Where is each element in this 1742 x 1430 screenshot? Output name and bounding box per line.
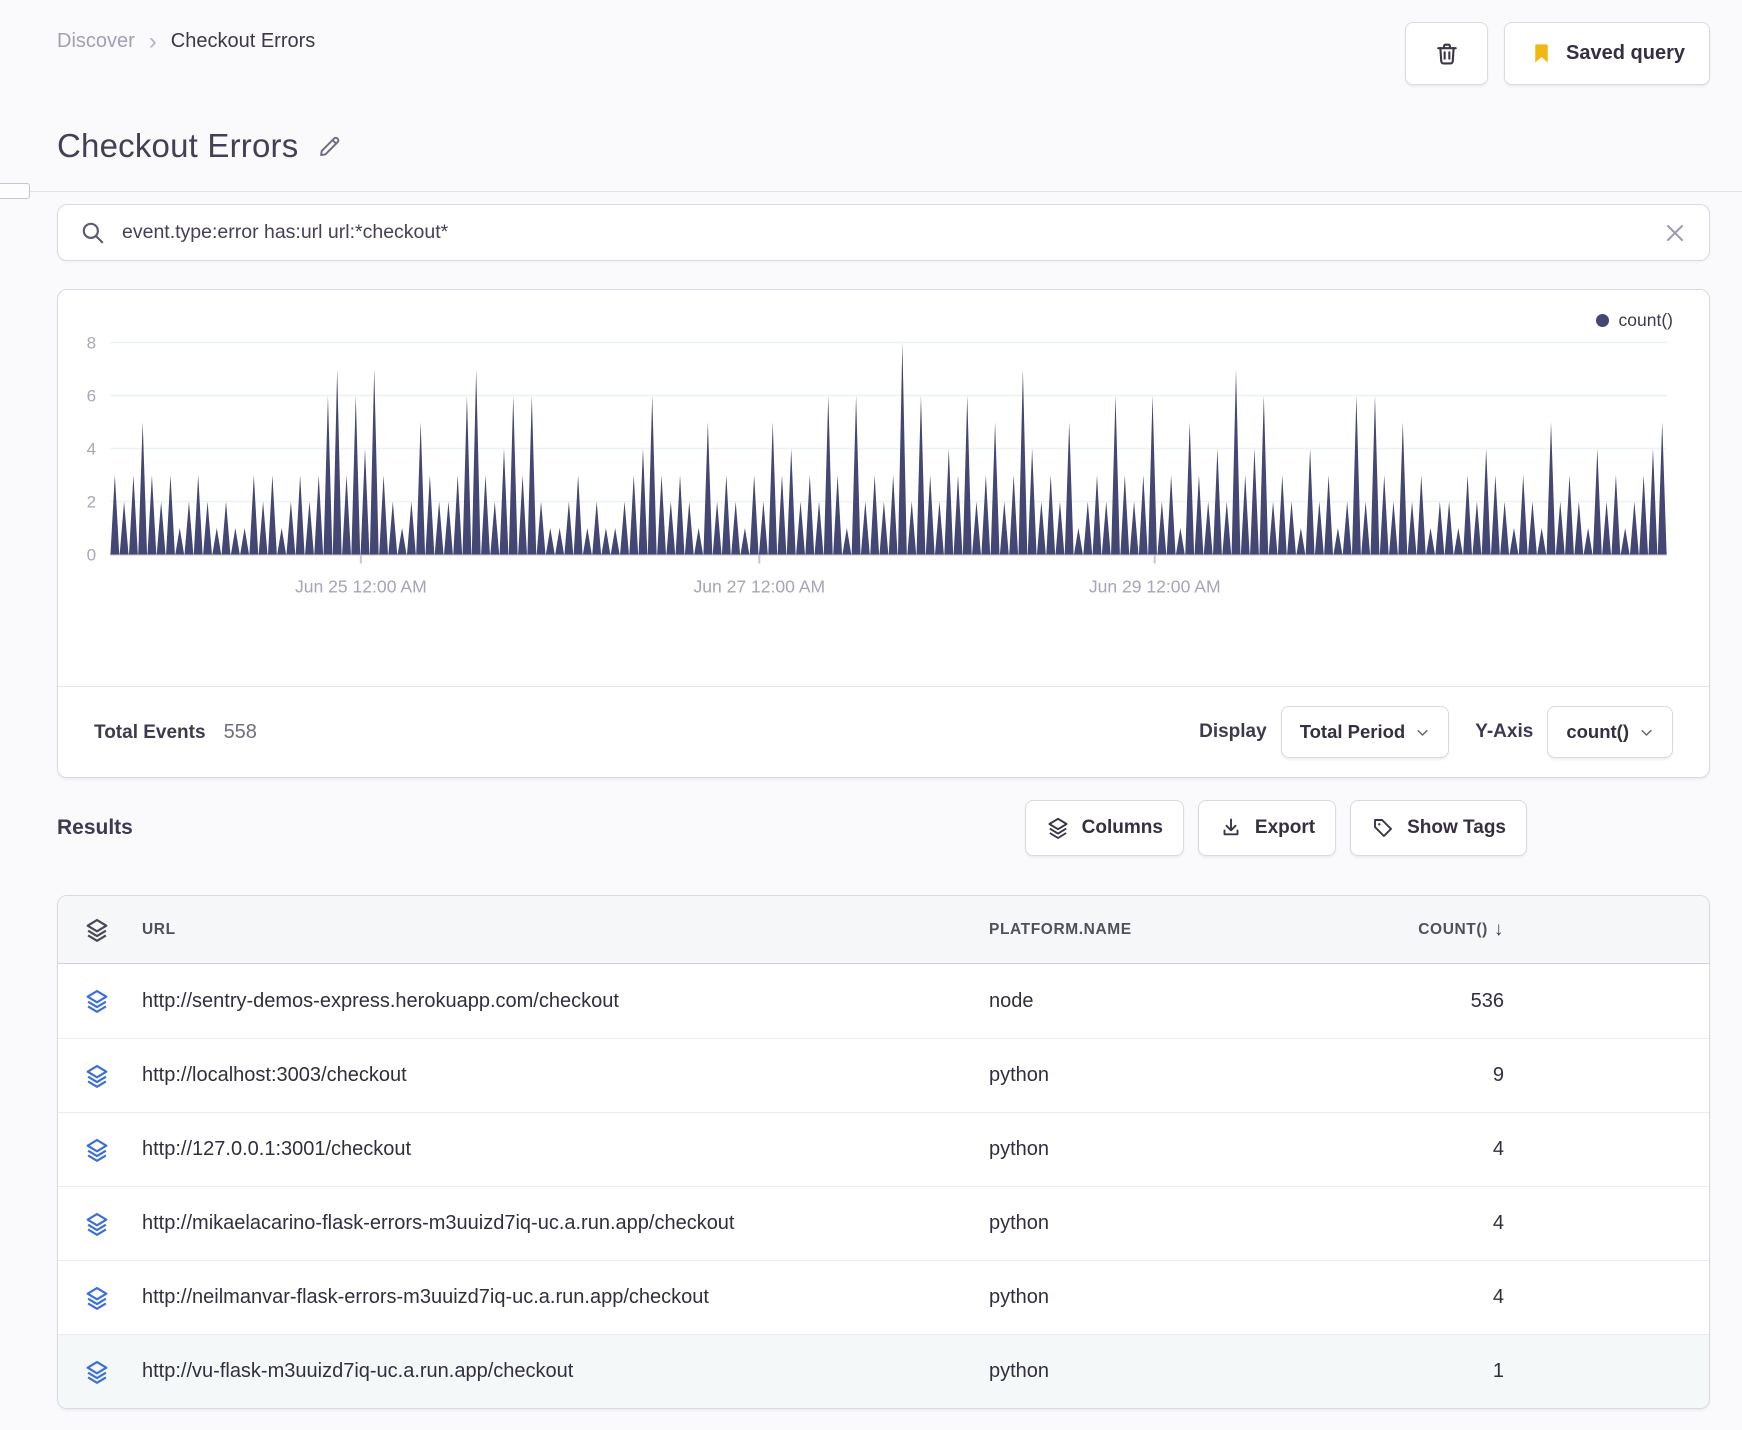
url-cell: http://vu-flask-m3uuizd7iq-uc.a.run.app/… bbox=[142, 1360, 574, 1382]
svg-text:6: 6 bbox=[87, 387, 96, 406]
svg-text:4: 4 bbox=[87, 440, 96, 459]
svg-text:Jun 29 12:00 AM: Jun 29 12:00 AM bbox=[1089, 577, 1221, 597]
chevron-down-icon bbox=[1415, 725, 1430, 740]
table-row[interactable]: http://localhost:3003/checkout python 9 bbox=[58, 1038, 1709, 1112]
url-cell: http://neilmanvar-flask-errors-m3uuizd7i… bbox=[142, 1286, 709, 1308]
results-table: URL PLATFORM.NAME COUNT() ↓ http://sentr… bbox=[57, 895, 1710, 1409]
stack-icon[interactable] bbox=[84, 1211, 110, 1237]
legend-label: count() bbox=[1618, 310, 1673, 330]
search-input[interactable]: event.type:error has:url url:*checkout* bbox=[122, 221, 449, 243]
count-header-label: COUNT() bbox=[1418, 920, 1488, 938]
stack-icon[interactable] bbox=[84, 1285, 110, 1311]
svg-text:Jun 25 12:00 AM: Jun 25 12:00 AM bbox=[295, 577, 427, 597]
count-cell: 9 bbox=[1492, 1064, 1504, 1086]
count-cell: 4 bbox=[1492, 1212, 1504, 1234]
saved-query-label: Saved query bbox=[1566, 42, 1685, 64]
display-label: Display bbox=[1199, 721, 1267, 742]
download-icon bbox=[1219, 816, 1243, 840]
platform-cell: python bbox=[989, 1064, 1050, 1086]
platform-cell: python bbox=[989, 1360, 1050, 1382]
column-header-url[interactable]: URL bbox=[142, 920, 176, 938]
header-divider bbox=[0, 183, 1742, 199]
platform-cell: python bbox=[989, 1138, 1050, 1160]
stack-icon[interactable] bbox=[84, 1137, 110, 1163]
count-cell: 4 bbox=[1492, 1138, 1504, 1160]
table-row[interactable]: http://vu-flask-m3uuizd7iq-uc.a.run.app/… bbox=[58, 1334, 1709, 1408]
breadcrumb-discover-link[interactable]: Discover bbox=[57, 30, 135, 52]
column-header-count[interactable]: COUNT() ↓ bbox=[1319, 919, 1709, 941]
display-value: Total Period bbox=[1299, 721, 1406, 742]
panel-collapse-handle[interactable] bbox=[0, 183, 30, 199]
search-bar[interactable]: event.type:error has:url url:*checkout* bbox=[57, 204, 1710, 261]
count-cell: 4 bbox=[1492, 1286, 1504, 1308]
layers-icon bbox=[1046, 816, 1070, 840]
table-header-row: URL PLATFORM.NAME COUNT() ↓ bbox=[58, 896, 1709, 964]
search-icon bbox=[80, 220, 106, 246]
stack-icon[interactable] bbox=[84, 1063, 110, 1089]
count-cell: 536 bbox=[1470, 989, 1504, 1012]
svg-text:Jun 27 12:00 AM: Jun 27 12:00 AM bbox=[693, 577, 825, 597]
url-cell: http://mikaelacarino-flask-errors-m3uuiz… bbox=[142, 1212, 735, 1234]
svg-text:8: 8 bbox=[87, 334, 96, 353]
yaxis-select[interactable]: count() bbox=[1547, 706, 1673, 758]
bookmark-icon bbox=[1529, 41, 1554, 66]
columns-button[interactable]: Columns bbox=[1024, 800, 1184, 856]
chevron-down-icon bbox=[1639, 725, 1654, 740]
columns-label: Columns bbox=[1081, 817, 1163, 838]
table-body: http://sentry-demos-express.herokuapp.co… bbox=[58, 964, 1709, 1408]
display-select[interactable]: Total Period bbox=[1280, 706, 1450, 758]
platform-cell: python bbox=[989, 1286, 1050, 1308]
legend-dot-icon bbox=[1595, 314, 1609, 327]
events-area-chart[interactable]: 0 2 4 6 8 Jun 25 12:00 AM Jun 27 12:00 AM Jun 2… bbox=[58, 290, 1709, 686]
results-actions: Columns Export Show Tags bbox=[1024, 800, 1527, 856]
stack-icon[interactable] bbox=[84, 917, 110, 943]
table-row[interactable]: http://127.0.0.1:3001/checkout python 4 bbox=[58, 1112, 1709, 1186]
trash-icon bbox=[1433, 40, 1461, 68]
sort-desc-icon: ↓ bbox=[1493, 918, 1504, 940]
show-tags-button[interactable]: Show Tags bbox=[1350, 800, 1527, 856]
total-events: Total Events 558 bbox=[94, 721, 257, 744]
total-events-label: Total Events bbox=[94, 721, 206, 743]
breadcrumb: Discover › Checkout Errors bbox=[57, 22, 315, 53]
stack-icon[interactable] bbox=[84, 988, 110, 1014]
yaxis-label: Y-Axis bbox=[1475, 721, 1534, 742]
page-title: Checkout Errors bbox=[57, 127, 299, 164]
breadcrumb-current: Checkout Errors bbox=[170, 30, 316, 52]
column-header-platform[interactable]: PLATFORM.NAME bbox=[989, 920, 1132, 938]
topbar: Discover › Checkout Errors bbox=[57, 0, 1710, 85]
chart-legend[interactable]: count() bbox=[1595, 310, 1673, 331]
chevron-right-icon: › bbox=[148, 27, 157, 55]
tag-icon bbox=[1371, 816, 1395, 840]
platform-cell: node bbox=[989, 989, 1034, 1012]
table-row[interactable]: http://sentry-demos-express.herokuapp.co… bbox=[58, 964, 1709, 1038]
count-cell: 1 bbox=[1492, 1360, 1504, 1382]
svg-text:0: 0 bbox=[87, 546, 96, 565]
export-button[interactable]: Export bbox=[1197, 800, 1337, 856]
clear-search-icon[interactable] bbox=[1663, 221, 1687, 245]
edit-title-icon[interactable] bbox=[316, 133, 343, 160]
saved-query-button[interactable]: Saved query bbox=[1504, 22, 1710, 85]
svg-text:2: 2 bbox=[87, 493, 96, 512]
url-cell: http://127.0.0.1:3001/checkout bbox=[142, 1138, 412, 1160]
url-cell: http://localhost:3003/checkout bbox=[142, 1064, 407, 1086]
events-chart-panel: count() 0 2 4 6 8 Jun 25 12:00 AM Jun 27 12:00… bbox=[57, 289, 1710, 778]
table-row[interactable]: http://mikaelacarino-flask-errors-m3uuiz… bbox=[58, 1186, 1709, 1260]
total-events-value: 558 bbox=[223, 720, 257, 743]
results-heading: Results bbox=[57, 816, 133, 839]
table-row[interactable]: http://neilmanvar-flask-errors-m3uuizd7i… bbox=[58, 1260, 1709, 1334]
yaxis-value: count() bbox=[1566, 721, 1629, 742]
url-cell: http://sentry-demos-express.herokuapp.co… bbox=[142, 989, 619, 1012]
count-series-area[interactable] bbox=[110, 342, 1667, 555]
chart-footer: Total Events 558 Display Total Period Y-… bbox=[58, 686, 1709, 777]
export-label: Export bbox=[1254, 817, 1316, 838]
stack-icon[interactable] bbox=[84, 1359, 110, 1385]
show-tags-label: Show Tags bbox=[1407, 817, 1506, 838]
platform-cell: python bbox=[989, 1212, 1050, 1234]
topbar-actions: Saved query bbox=[1405, 22, 1710, 85]
delete-query-button[interactable] bbox=[1405, 22, 1489, 85]
